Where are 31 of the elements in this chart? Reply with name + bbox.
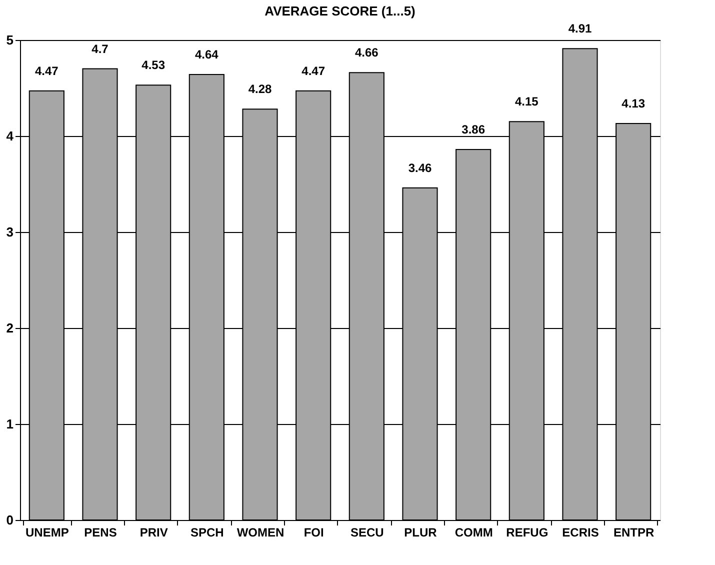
x-tick-label: UNEMP <box>25 526 69 540</box>
chart-title: AVERAGE SCORE (1...5) <box>264 4 416 19</box>
y-tick-label: 4 <box>6 128 14 144</box>
x-tick-label: FOI <box>304 526 324 540</box>
y-tick-label: 1 <box>6 416 14 432</box>
data-label: 4.47 <box>34 64 59 78</box>
data-label: 4.7 <box>92 42 109 56</box>
x-tick-label: ENTPR <box>613 526 654 540</box>
x-tick-label: PRIV <box>140 526 168 540</box>
data-label: 4.53 <box>142 58 166 72</box>
x-tick-label: REFUG <box>506 526 548 540</box>
data-label: 4.66 <box>354 46 379 60</box>
y-tick-label: 3 <box>6 224 14 240</box>
data-label: 3.46 <box>408 160 432 175</box>
x-tick-label: PLUR <box>404 526 438 540</box>
x-tick-label: PENS <box>84 526 117 540</box>
x-tick-label: COMM <box>454 526 493 540</box>
data-label: 4.64 <box>194 48 219 62</box>
y-tick-label: 5 <box>6 32 14 48</box>
y-tick-label: 0 <box>6 512 14 528</box>
data-label: 4.15 <box>514 94 539 109</box>
data-label: 3.86 <box>462 122 486 136</box>
x-tick-label: SECU <box>350 526 384 540</box>
x-tick-label: ECRIS <box>562 526 599 540</box>
x-tick-label: WOMEN <box>236 526 284 540</box>
data-label: 4.13 <box>622 96 646 111</box>
data-label: 4.28 <box>248 82 272 96</box>
x-tick-label: SPCH <box>190 526 224 540</box>
data-label: 4.47 <box>302 64 326 78</box>
data-label: 4.91 <box>568 22 592 36</box>
y-tick-label: 2 <box>6 320 14 336</box>
